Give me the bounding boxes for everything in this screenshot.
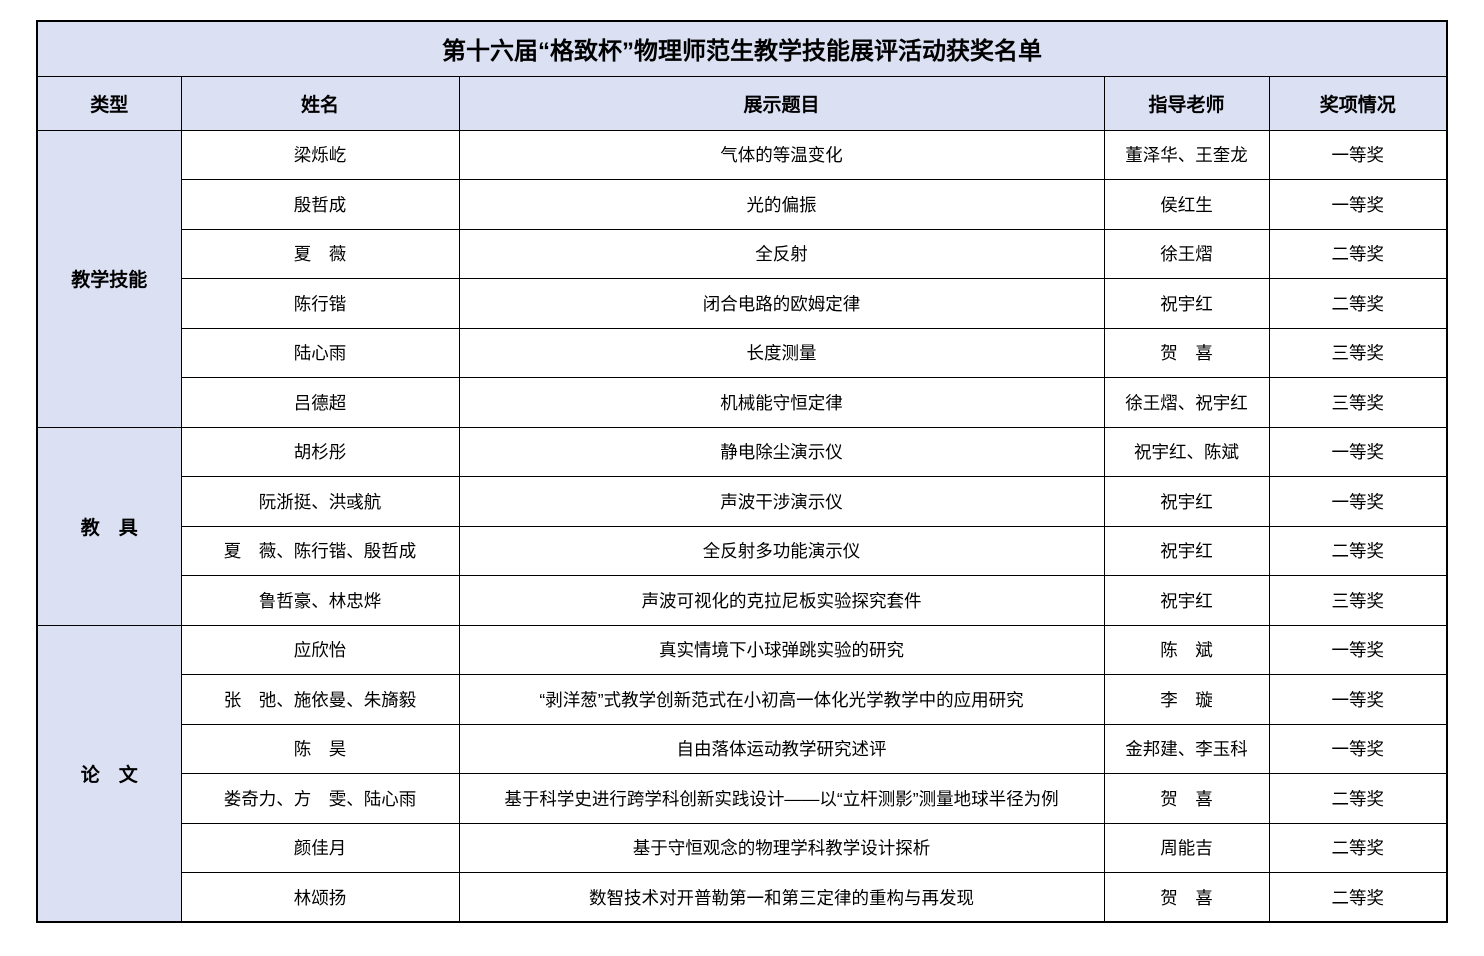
cell-topic: “剥洋葱”式教学创新范式在小初高一体化光学教学中的应用研究 bbox=[458, 674, 1105, 725]
table-row: 林颂扬 数智技术对开普勒第一和第三定律的重构与再发现贺 喜二等奖 bbox=[37, 872, 1448, 923]
cell-advisor: 祝宇红 bbox=[1103, 476, 1270, 527]
cell-award: 三等奖 bbox=[1268, 377, 1448, 428]
table-row: 教 具胡杉彤 静电除尘演示仪 祝宇红、陈斌 一等奖 bbox=[36, 426, 1448, 626]
cell-topic: 静电除尘演示仪 bbox=[458, 426, 1105, 477]
table-row: 夏 薇全反射 徐王熠 二等奖 bbox=[37, 228, 1448, 279]
title-row: 第十六届“格致杯”物理师范生教学技能展评活动获奖名单 bbox=[36, 20, 1448, 77]
cell-topic: 真实情境下小球弹跳实验的研究 bbox=[458, 624, 1105, 675]
cell-advisor: 徐王熠 bbox=[1103, 228, 1270, 279]
table-row: 阮浙挺、洪彧航 声波干涉演示仪 祝宇红 一等奖 bbox=[37, 476, 1448, 527]
page-title: 第十六届“格致杯”物理师范生教学技能展评活动获奖名单 bbox=[36, 20, 1448, 77]
cell-award: 二等奖 bbox=[1268, 228, 1448, 279]
section-label-1: 教 具 bbox=[36, 426, 182, 626]
table-row: 鲁哲豪、林忠烨 声波可视化的克拉尼板实验探究套件 祝宇红 三等奖 bbox=[37, 575, 1448, 626]
cell-award: 一等奖 bbox=[1268, 426, 1448, 477]
cell-name: 陈 昊 bbox=[180, 723, 460, 774]
cell-award: 二等奖 bbox=[1268, 822, 1448, 873]
table-row: 吕德超 机械能守恒定律 徐王熠、祝宇红 三等奖 bbox=[37, 377, 1448, 428]
cell-name: 林颂扬 bbox=[180, 872, 460, 923]
column-header-row: 类型 姓名 展示题目 指导老师 奖项情况 bbox=[36, 75, 1448, 131]
section-label-2: 论 文 bbox=[36, 624, 182, 923]
cell-advisor: 祝宇红 bbox=[1103, 575, 1270, 626]
column-header-3: 指导老师 bbox=[1103, 75, 1270, 131]
cell-topic: 自由落体运动教学研究述评 bbox=[458, 723, 1105, 774]
cell-advisor: 贺 喜 bbox=[1103, 872, 1270, 923]
cell-name: 殷哲成 bbox=[180, 179, 460, 230]
cell-topic: 机械能守恒定律 bbox=[458, 377, 1105, 428]
cell-advisor: 贺 喜 bbox=[1103, 327, 1270, 378]
table-row: 陈 昊自由落体运动教学研究述评 金邦建、李玉科 一等奖 bbox=[37, 723, 1448, 774]
cell-name: 阮浙挺、洪彧航 bbox=[180, 476, 460, 527]
table-row: 论 文应欣怡 真实情境下小球弹跳实验的研究陈 斌一等奖 bbox=[36, 624, 1448, 923]
cell-advisor: 徐王熠、祝宇红 bbox=[1103, 377, 1270, 428]
cell-topic: 全反射 bbox=[458, 228, 1105, 279]
table-row: 张 弛、施依曼、朱旖毅 “剥洋葱”式教学创新范式在小初高一体化光学教学中的应用研究… bbox=[37, 674, 1448, 725]
table-row: 颜佳月 基于守恒观念的物理学科教学设计探析 周能吉 二等奖 bbox=[37, 822, 1448, 873]
cell-topic: 声波干涉演示仪 bbox=[458, 476, 1105, 527]
section-label-0: 教学技能 bbox=[36, 129, 182, 428]
cell-topic: 光的偏振 bbox=[458, 179, 1105, 230]
cell-advisor: 侯红生 bbox=[1103, 179, 1270, 230]
column-header-1: 姓名 bbox=[180, 75, 460, 131]
cell-name: 夏 薇、陈行锴、殷哲成 bbox=[180, 525, 460, 576]
table-row: 夏 薇、陈行锴、殷哲成 全反射多功能演示仪 祝宇红 二等奖 bbox=[37, 525, 1448, 576]
cell-award: 一等奖 bbox=[1268, 624, 1448, 675]
cell-award: 三等奖 bbox=[1268, 575, 1448, 626]
cell-advisor: 祝宇红 bbox=[1103, 525, 1270, 576]
cell-name: 颜佳月 bbox=[180, 822, 460, 873]
column-header-4: 奖项情况 bbox=[1268, 75, 1448, 131]
cell-name: 梁烁屹 bbox=[180, 129, 460, 180]
cell-topic: 声波可视化的克拉尼板实验探究套件 bbox=[458, 575, 1105, 626]
cell-award: 二等奖 bbox=[1268, 525, 1448, 576]
cell-topic: 基于守恒观念的物理学科教学设计探析 bbox=[458, 822, 1105, 873]
cell-name: 吕德超 bbox=[180, 377, 460, 428]
cell-name: 张 弛、施依曼、朱旖毅 bbox=[180, 674, 460, 725]
cell-name: 鲁哲豪、林忠烨 bbox=[180, 575, 460, 626]
cell-name: 夏 薇 bbox=[180, 228, 460, 279]
cell-name: 胡杉彤 bbox=[180, 426, 460, 477]
cell-award: 二等奖 bbox=[1268, 872, 1448, 923]
cell-advisor: 祝宇红 bbox=[1103, 278, 1270, 329]
cell-topic: 全反射多功能演示仪 bbox=[458, 525, 1105, 576]
cell-topic: 气体的等温变化 bbox=[458, 129, 1105, 180]
cell-award: 三等奖 bbox=[1268, 327, 1448, 378]
cell-name: 陆心雨 bbox=[180, 327, 460, 378]
cell-award: 二等奖 bbox=[1268, 773, 1448, 824]
table-row: 殷哲成 光的偏振 侯红生 一等奖 bbox=[37, 179, 1448, 230]
cell-award: 一等奖 bbox=[1268, 179, 1448, 230]
table-row: 教学技能 梁烁屹 气体的等温变化 董泽华、王奎龙 一等奖 bbox=[36, 129, 1448, 428]
cell-advisor: 陈 斌 bbox=[1103, 624, 1270, 675]
table-row: 陆心雨 长度测量贺 喜三等奖 bbox=[37, 327, 1448, 378]
cell-advisor: 李 璇 bbox=[1103, 674, 1270, 725]
cell-award: 一等奖 bbox=[1268, 723, 1448, 774]
cell-name: 娄奇力、方 雯、陆心雨 bbox=[180, 773, 460, 824]
cell-name: 陈行锴 bbox=[180, 278, 460, 329]
awards-table: 第十六届“格致杯”物理师范生教学技能展评活动获奖名单 类型 姓名 展示题目 指导老师奖… bbox=[36, 20, 1448, 923]
cell-topic: 长度测量 bbox=[458, 327, 1105, 378]
cell-award: 一等奖 bbox=[1268, 129, 1448, 180]
cell-advisor: 贺 喜 bbox=[1103, 773, 1270, 824]
cell-award: 一等奖 bbox=[1268, 476, 1448, 527]
cell-award: 二等奖 bbox=[1268, 278, 1448, 329]
cell-topic: 数智技术对开普勒第一和第三定律的重构与再发现 bbox=[458, 872, 1105, 923]
table-row: 陈行锴 闭合电路的欧姆定律 祝宇红 二等奖 bbox=[37, 278, 1448, 329]
table-row: 娄奇力、方 雯、陆心雨 基于科学史进行跨学科创新实践设计——以“立杆测影”测量地球… bbox=[37, 773, 1448, 824]
cell-advisor: 祝宇红、陈斌 bbox=[1103, 426, 1270, 477]
cell-topic: 闭合电路的欧姆定律 bbox=[458, 278, 1105, 329]
cell-award: 一等奖 bbox=[1268, 674, 1448, 725]
column-header-2: 展示题目 bbox=[458, 75, 1105, 131]
cell-advisor: 董泽华、王奎龙 bbox=[1103, 129, 1270, 180]
column-header-0: 类型 bbox=[36, 75, 182, 131]
cell-name: 应欣怡 bbox=[180, 624, 460, 675]
cell-advisor: 周能吉 bbox=[1103, 822, 1270, 873]
cell-topic: 基于科学史进行跨学科创新实践设计——以“立杆测影”测量地球半径为例 bbox=[458, 773, 1105, 824]
cell-advisor: 金邦建、李玉科 bbox=[1103, 723, 1270, 774]
